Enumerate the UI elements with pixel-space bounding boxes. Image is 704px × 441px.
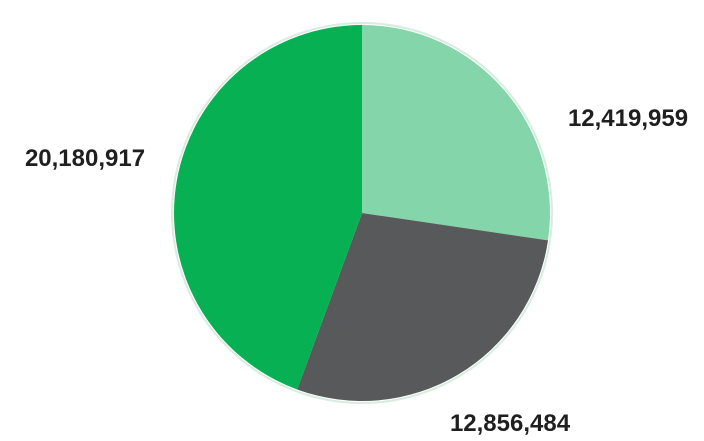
pie-slice-2 <box>297 213 548 401</box>
pie-slice-3 <box>174 25 362 390</box>
pie-label-1: 12,419,959 <box>568 105 688 132</box>
pie-labels: 12,419,959 12,856,484 20,180,917 <box>25 105 688 437</box>
pie-label-3: 20,180,917 <box>25 145 145 172</box>
pie-slice-1 <box>362 25 550 241</box>
pie-label-2: 12,856,484 <box>450 410 571 437</box>
pie-slices <box>174 25 550 401</box>
pie-outline <box>171 22 553 404</box>
